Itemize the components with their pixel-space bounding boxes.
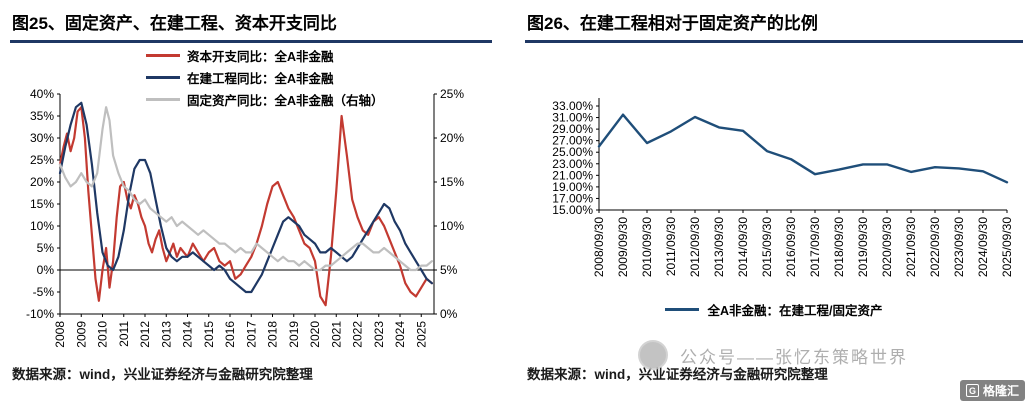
svg-text:17.00%: 17.00% bbox=[552, 191, 593, 205]
svg-text:2008/09/30: 2008/09/30 bbox=[592, 217, 606, 277]
svg-text:5%: 5% bbox=[37, 241, 55, 255]
fixed-assets-line-swatch-icon bbox=[146, 98, 180, 101]
svg-text:2020/09/30: 2020/09/30 bbox=[880, 217, 894, 277]
legend-item-capex: 资本开支同比：全A非金融 bbox=[146, 46, 384, 65]
svg-text:2022/09/30: 2022/09/30 bbox=[928, 217, 942, 277]
panel-fig26: 图26、在建工程相对于固定资产的比例 33.00% 31.00% 29.00% 27.… bbox=[525, 6, 1023, 400]
svg-text:2012: 2012 bbox=[138, 321, 152, 348]
svg-text:2011: 2011 bbox=[117, 321, 131, 347]
legend-label-fixed-assets: 固定资产同比：全A非金融（右轴） bbox=[187, 94, 384, 108]
construction-line-swatch-icon bbox=[146, 76, 180, 79]
fig25-chart-svg: 40% 35% 30% 25% 20% 15% 10% 5% 0% -5% -10% 25% 20% 15… bbox=[26, 87, 464, 348]
svg-text:29.00%: 29.00% bbox=[552, 122, 593, 136]
fig25-legend: 资本开支同比：全A非金融 在建工程同比：全A非金融 固定资产同比：全A非金融（右… bbox=[146, 46, 384, 109]
svg-text:2014/09/30: 2014/09/30 bbox=[736, 217, 750, 277]
ratio-line-swatch-icon bbox=[665, 308, 700, 311]
svg-text:30%: 30% bbox=[30, 131, 54, 145]
svg-text:20%: 20% bbox=[30, 175, 54, 189]
svg-text:33.00%: 33.00% bbox=[552, 99, 593, 113]
svg-text:2018/09/30: 2018/09/30 bbox=[832, 217, 846, 277]
svg-text:5%: 5% bbox=[440, 263, 458, 277]
svg-text:2018: 2018 bbox=[266, 321, 280, 348]
logo-g-icon: G bbox=[965, 384, 979, 397]
svg-text:23.00%: 23.00% bbox=[552, 157, 593, 171]
svg-text:2024: 2024 bbox=[393, 321, 407, 348]
svg-text:0%: 0% bbox=[37, 263, 55, 277]
capex-line-swatch-icon bbox=[146, 54, 180, 57]
svg-text:19.00%: 19.00% bbox=[552, 180, 593, 194]
svg-text:40%: 40% bbox=[30, 87, 54, 101]
svg-text:25.00%: 25.00% bbox=[552, 145, 593, 159]
legend-label-ratio: 全A非金融：在建工程/固定资产 bbox=[707, 304, 883, 318]
svg-text:2016: 2016 bbox=[223, 321, 237, 348]
svg-text:15%: 15% bbox=[440, 175, 464, 189]
svg-text:-5%: -5% bbox=[33, 285, 55, 299]
svg-text:2025: 2025 bbox=[414, 321, 428, 348]
svg-text:10%: 10% bbox=[30, 219, 54, 233]
svg-text:2014: 2014 bbox=[181, 321, 195, 348]
svg-text:2020: 2020 bbox=[308, 321, 322, 348]
svg-text:2023/09/30: 2023/09/30 bbox=[952, 217, 966, 277]
svg-text:2016/09/30: 2016/09/30 bbox=[784, 217, 798, 277]
svg-text:2010: 2010 bbox=[96, 321, 110, 348]
svg-text:2025/09/30: 2025/09/30 bbox=[1000, 217, 1014, 277]
svg-text:2021/09/30: 2021/09/30 bbox=[904, 217, 918, 277]
svg-text:31.00%: 31.00% bbox=[552, 111, 593, 125]
fig25-source: 数据来源：wind，兴业证券经济与金融研究院整理 bbox=[12, 367, 313, 382]
fig26-chart-svg: 33.00%31.00%29.00%27.00%25.00%23.00%21.0… bbox=[552, 98, 1014, 277]
svg-text:2015/09/30: 2015/09/30 bbox=[760, 217, 774, 277]
svg-text:2021: 2021 bbox=[329, 321, 343, 348]
svg-text:2024/09/30: 2024/09/30 bbox=[976, 217, 990, 277]
legend-label-construction: 在建工程同比：全A非金融 bbox=[187, 72, 334, 86]
svg-text:2009/09/30: 2009/09/30 bbox=[616, 217, 630, 277]
svg-text:2013: 2013 bbox=[159, 321, 173, 348]
svg-text:25%: 25% bbox=[30, 153, 54, 167]
svg-text:25%: 25% bbox=[440, 87, 464, 101]
svg-text:2011/09/30: 2011/09/30 bbox=[664, 217, 678, 276]
svg-text:2013/09/30: 2013/09/30 bbox=[712, 217, 726, 277]
legend-item-construction: 在建工程同比：全A非金融 bbox=[146, 68, 384, 87]
svg-text:2017: 2017 bbox=[244, 321, 258, 348]
svg-text:2022: 2022 bbox=[351, 321, 365, 348]
svg-text:0%: 0% bbox=[440, 307, 458, 321]
svg-text:2017/09/30: 2017/09/30 bbox=[808, 217, 822, 277]
gelonghui-logo: G 格隆汇 bbox=[959, 380, 1025, 401]
svg-text:2015: 2015 bbox=[202, 321, 216, 348]
logo-text: 格隆汇 bbox=[982, 384, 1019, 398]
legend-item-fixed-assets: 固定资产同比：全A非金融（右轴） bbox=[146, 90, 384, 109]
svg-text:2023: 2023 bbox=[372, 321, 386, 348]
svg-text:10%: 10% bbox=[440, 219, 464, 233]
panel-fig25: 图25、固定资产、在建工程、资本开支同比 40% 35% 30% 25% 20% 15% 1… bbox=[10, 6, 492, 400]
legend-label-capex: 资本开支同比：全A非金融 bbox=[187, 50, 334, 64]
svg-text:-10%: -10% bbox=[26, 307, 54, 321]
svg-text:27.00%: 27.00% bbox=[552, 134, 593, 148]
svg-text:2010/09/30: 2010/09/30 bbox=[640, 217, 654, 277]
svg-text:21.00%: 21.00% bbox=[552, 168, 593, 182]
fig25-title: 图25、固定资产、在建工程、资本开支同比 bbox=[10, 6, 492, 43]
fig26-legend: 全A非金融：在建工程/固定资产 bbox=[525, 300, 1023, 319]
svg-text:15%: 15% bbox=[30, 197, 54, 211]
svg-text:20%: 20% bbox=[440, 131, 464, 145]
svg-text:35%: 35% bbox=[30, 109, 54, 123]
svg-text:2012/09/30: 2012/09/30 bbox=[688, 217, 702, 277]
fig26-source: 数据来源：wind，兴业证券经济与金融研究院整理 bbox=[527, 367, 828, 382]
svg-text:2019/09/30: 2019/09/30 bbox=[856, 217, 870, 277]
fig26-title: 图26、在建工程相对于固定资产的比例 bbox=[525, 6, 1023, 43]
svg-text:15.00%: 15.00% bbox=[552, 203, 593, 217]
svg-text:2009: 2009 bbox=[74, 321, 88, 348]
svg-text:2019: 2019 bbox=[287, 321, 301, 348]
svg-text:2008: 2008 bbox=[53, 321, 67, 348]
